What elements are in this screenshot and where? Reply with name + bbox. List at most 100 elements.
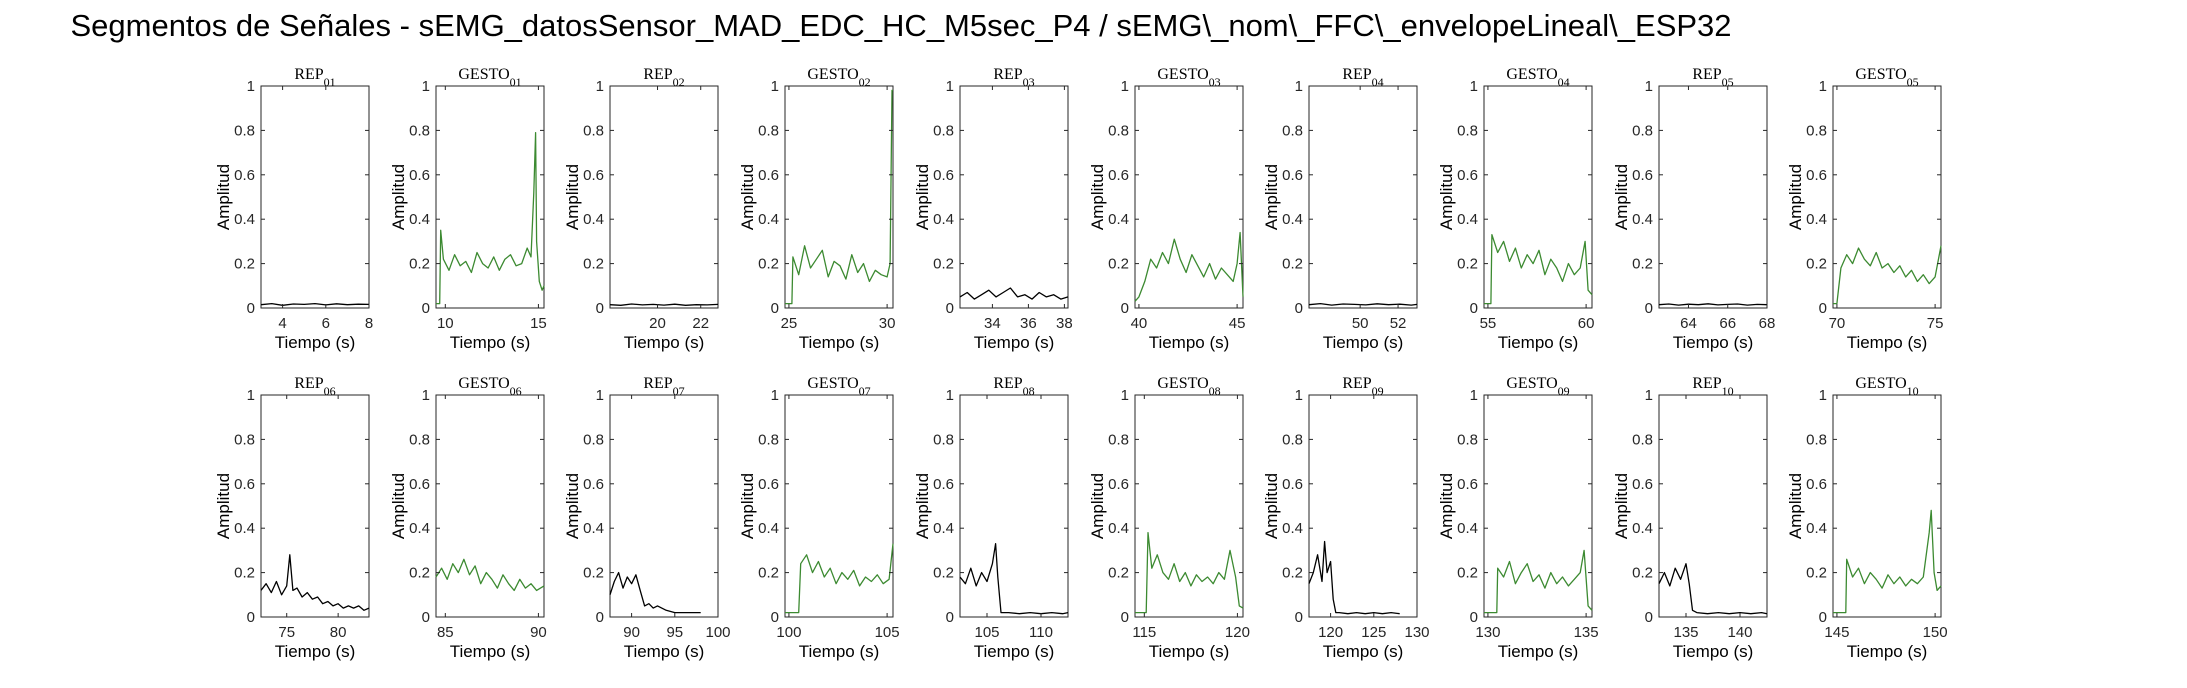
y-tick-label: 0: [771, 300, 779, 317]
y-tick-label: 1: [596, 78, 604, 95]
plot-frame: [1658, 394, 1768, 618]
x-axis-label: Tiempo (s): [1498, 333, 1579, 352]
y-tick-label: 0: [422, 609, 430, 626]
y-tick-label: 0.8: [1632, 122, 1653, 139]
signal-line: [435, 558, 545, 592]
y-axis-label: Amplitud: [214, 473, 233, 539]
plot-frame: [1134, 394, 1244, 618]
y-tick-label: 0.2: [234, 565, 255, 582]
x-tick-label: 20: [649, 315, 666, 332]
y-axis-label: Amplitud: [738, 164, 757, 230]
plot-frame: [435, 394, 545, 618]
signal-line: [785, 543, 894, 614]
x-axis-label: Tiempo (s): [799, 333, 880, 352]
y-tick-label: 0: [946, 609, 954, 626]
y-axis-label: Amplitud: [738, 473, 757, 539]
y-tick-label: 0.4: [1457, 211, 1478, 228]
y-tick-label: 0.6: [1457, 476, 1478, 493]
plot-frame: [1134, 85, 1244, 309]
x-axis-label: Tiempo (s): [974, 333, 1055, 352]
x-tick-label: 135: [1673, 624, 1698, 641]
x-axis-label: Tiempo (s): [1673, 642, 1754, 661]
y-tick-label: 0.4: [1108, 211, 1129, 228]
x-tick-label: 60: [1578, 315, 1595, 332]
y-axis-label: Amplitud: [1786, 164, 1805, 230]
y-tick-label: 1: [247, 78, 255, 95]
x-axis-label: Tiempo (s): [275, 333, 356, 352]
y-tick-label: 0.4: [234, 211, 255, 228]
y-tick-label: 0.4: [1632, 211, 1653, 228]
signal-line: [1484, 549, 1593, 614]
y-tick-label: 0.2: [234, 256, 255, 273]
signal-line: [1833, 509, 1942, 614]
y-axis-label: Amplitud: [1088, 473, 1107, 539]
signal-line: [1658, 303, 1768, 306]
y-tick-label: 1: [1121, 387, 1129, 404]
y-tick-label: 1: [1645, 78, 1653, 95]
y-axis-label: Amplitud: [1612, 473, 1631, 539]
x-tick-label: 90: [623, 624, 640, 641]
x-tick-label: 64: [1680, 315, 1697, 332]
y-tick-label: 0.6: [933, 476, 954, 493]
x-tick-label: 145: [1824, 624, 1849, 641]
y-axis-label: Amplitud: [1262, 164, 1281, 230]
y-tick-label: 0.6: [1108, 476, 1129, 493]
x-tick-label: 140: [1727, 624, 1752, 641]
x-tick-label: 115: [1132, 624, 1156, 641]
y-tick-label: 0.8: [933, 431, 954, 448]
y-tick-label: 1: [1470, 78, 1478, 95]
y-tick-label: 0: [247, 609, 255, 626]
y-tick-label: 0.6: [583, 476, 604, 493]
y-tick-label: 0.4: [758, 520, 779, 537]
signal-line: [1833, 245, 1942, 305]
x-tick-label: 135: [1574, 624, 1599, 641]
plot-frame: [784, 85, 894, 309]
signal-line: [1658, 563, 1768, 615]
y-tick-label: 0.6: [933, 167, 954, 184]
x-tick-label: 15: [530, 315, 547, 332]
plot-frame: [1308, 394, 1418, 618]
y-tick-label: 0.4: [234, 520, 255, 537]
y-tick-label: 0.2: [1632, 256, 1653, 273]
y-tick-label: 0.8: [1806, 431, 1827, 448]
signal-line: [260, 554, 370, 611]
plot-frame: [784, 394, 894, 618]
y-tick-label: 0.2: [409, 565, 430, 582]
y-tick-label: 0.6: [1108, 167, 1129, 184]
y-tick-label: 0.6: [758, 476, 779, 493]
y-tick-label: 0: [1819, 300, 1827, 317]
x-axis-label: Tiempo (s): [1673, 333, 1754, 352]
y-tick-label: 0.6: [1632, 167, 1653, 184]
x-tick-label: 40: [1131, 315, 1148, 332]
y-axis-label: Amplitud: [913, 164, 932, 230]
y-tick-label: 0.4: [933, 520, 954, 537]
x-axis-label: Tiempo (s): [974, 642, 1055, 661]
y-tick-label: 0.6: [583, 167, 604, 184]
signal-line: [609, 303, 719, 306]
x-axis-label: Tiempo (s): [799, 642, 880, 661]
y-tick-label: 0: [596, 609, 604, 626]
x-tick-label: 105: [974, 624, 999, 641]
y-tick-label: 0: [1295, 300, 1303, 317]
x-axis-label: Tiempo (s): [1323, 642, 1404, 661]
y-axis-label: Amplitud: [214, 164, 233, 230]
signal-line: [959, 543, 1069, 615]
signal-line: [260, 302, 370, 306]
y-tick-label: 1: [1645, 387, 1653, 404]
x-tick-label: 130: [1475, 624, 1500, 641]
y-tick-label: 0.8: [758, 122, 779, 139]
y-tick-label: 1: [1121, 78, 1129, 95]
y-tick-label: 0.2: [583, 565, 604, 582]
x-tick-label: 8: [365, 315, 373, 332]
y-tick-label: 0: [1121, 300, 1129, 317]
x-tick-label: 130: [1404, 624, 1429, 641]
x-tick-label: 30: [879, 315, 896, 332]
y-tick-label: 0: [1645, 300, 1653, 317]
